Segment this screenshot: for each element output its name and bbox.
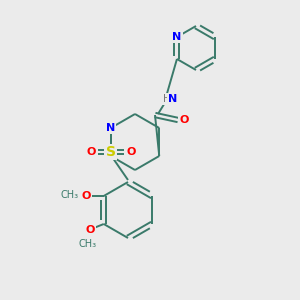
Text: O: O <box>81 191 90 201</box>
Text: O: O <box>126 147 135 157</box>
Text: N: N <box>172 32 182 42</box>
Text: H: H <box>163 94 171 104</box>
Text: O: O <box>179 115 189 125</box>
Text: N: N <box>106 123 116 133</box>
Text: S: S <box>106 145 116 159</box>
Text: O: O <box>86 147 95 157</box>
Text: CH₃: CH₃ <box>79 239 97 249</box>
Text: N: N <box>168 94 178 104</box>
Text: O: O <box>85 225 94 235</box>
Text: CH₃: CH₃ <box>61 190 79 200</box>
